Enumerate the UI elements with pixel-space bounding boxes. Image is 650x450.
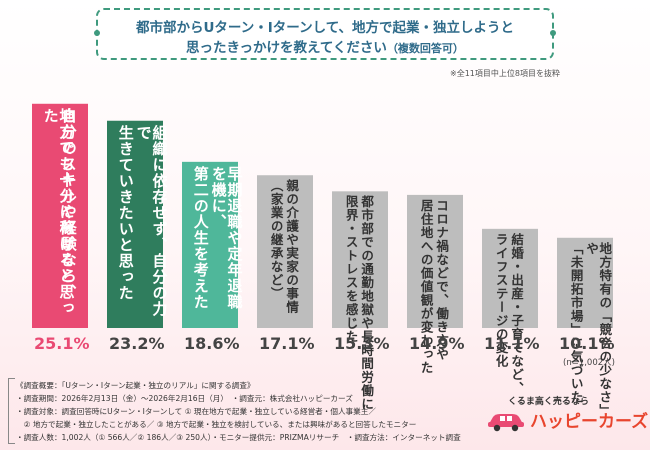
bar-8 [557, 237, 613, 328]
footer-line-5: ・調査人数：1,002人（① 566人／② 186人／③ 250人）・モニター提… [16, 433, 461, 442]
bar-4 [257, 175, 313, 328]
value-label-2: 23.2% [109, 334, 165, 353]
bar-7 [482, 228, 538, 328]
bar-5 [332, 191, 388, 328]
bar-4-label-1: 親の介護や実家の事情 [284, 179, 300, 315]
bar-3-label-1: 早期退職や定年退職を機に、 [209, 165, 244, 310]
bar-3-label-2: 第二の人生を考えた [191, 165, 210, 310]
bar-1-label-2: 地方でも十分に稼げると思った [41, 107, 76, 316]
value-label-4: 17.1% [259, 334, 315, 353]
footer-line-3: ・調査対象：調査回答時にUターン・Iターンして ① 現在地方で起業・独立している… [16, 407, 376, 416]
bar-6 [407, 194, 463, 328]
footer-line-2: ・調査期間：2026年2月13日（金）～2026年2月16日（月） ・調査元：株… [16, 394, 353, 403]
bar-2-label-1: 組織に依存せず、自分の力で [134, 124, 169, 317]
bar-3 [182, 161, 238, 328]
sample-size-label: (n=1,002人) [563, 358, 615, 368]
value-label-7: 11.1% [484, 334, 540, 353]
logo-name: ハッピーカーズ [530, 412, 649, 432]
title-line-1: 都市部からUターン・Iターンして、地方で起業・独立しようと [135, 20, 515, 36]
title-main: 思ったきっかけを教えてください [186, 40, 387, 56]
bar-1 [32, 103, 88, 328]
bar-2 [107, 120, 163, 328]
footer-bracket [8, 378, 15, 444]
bar-chart [32, 103, 613, 328]
value-label-1: 25.1% [34, 334, 90, 353]
title-line-2: 思ったきっかけを教えてください（複数回答可） [98, 36, 552, 56]
title-sub: （複数回答可） [386, 42, 464, 55]
bar-7-label-1: 結婚・出産・子育てなど、 [509, 232, 525, 395]
note: ※全11項目中上位8項目を抜粋 [450, 69, 560, 78]
title-box: 都市部からUターン・Iターンして、地方で起業・独立しようと 思ったきっかけを教え… [94, 8, 556, 60]
survey-footer: 《調査概要：「Uターン・Iターン起業・独立のリアル」に関する調査》 ・調査期間：… [8, 378, 478, 444]
bar-7-label-2: ライフステージの変化 [493, 232, 509, 368]
bar-2-label-2: 生きていきたいと思った [116, 124, 135, 301]
logo-tagline: くるま高く売るなら [508, 397, 589, 407]
value-label-5: 15.3% [334, 334, 390, 353]
bar-5-label-1: 都市部での通勤地獄や長時間労働に [359, 195, 375, 412]
bar-1-label-1: 自分のスキルや経験なら、 [59, 107, 78, 300]
value-label-3: 18.6% [184, 334, 240, 353]
car-icon [488, 414, 524, 432]
bar-6-label-2: 居住地への価値観が変わった [418, 198, 434, 375]
footer-line-1: 《調査概要：「Uターン・Iターン起業・独立のリアル」に関する調査》 [16, 381, 255, 390]
bar-8-label-1: 地方特有の「競合の少なさ」や [584, 241, 613, 418]
bar-8-label-2: 「未開拓市場」に気づいた [568, 241, 584, 404]
footer-line-4: ② 地方で起業・独立したことがある／ ③ 地方で起業・独立を検討している、または… [16, 420, 417, 429]
bar-5-label-2: 限界・ストレスを感じた [343, 195, 359, 344]
bar-4-label-2: （家業の継承など） [268, 179, 284, 301]
happycars-logo: くるま高く売るなら ハッピーカーズ [486, 394, 649, 440]
value-label-6: 14.9% [409, 334, 465, 353]
bar-6-label-1: コロナ禍などで、働き方や [434, 198, 450, 361]
value-label-8: 10.1% [559, 334, 615, 353]
